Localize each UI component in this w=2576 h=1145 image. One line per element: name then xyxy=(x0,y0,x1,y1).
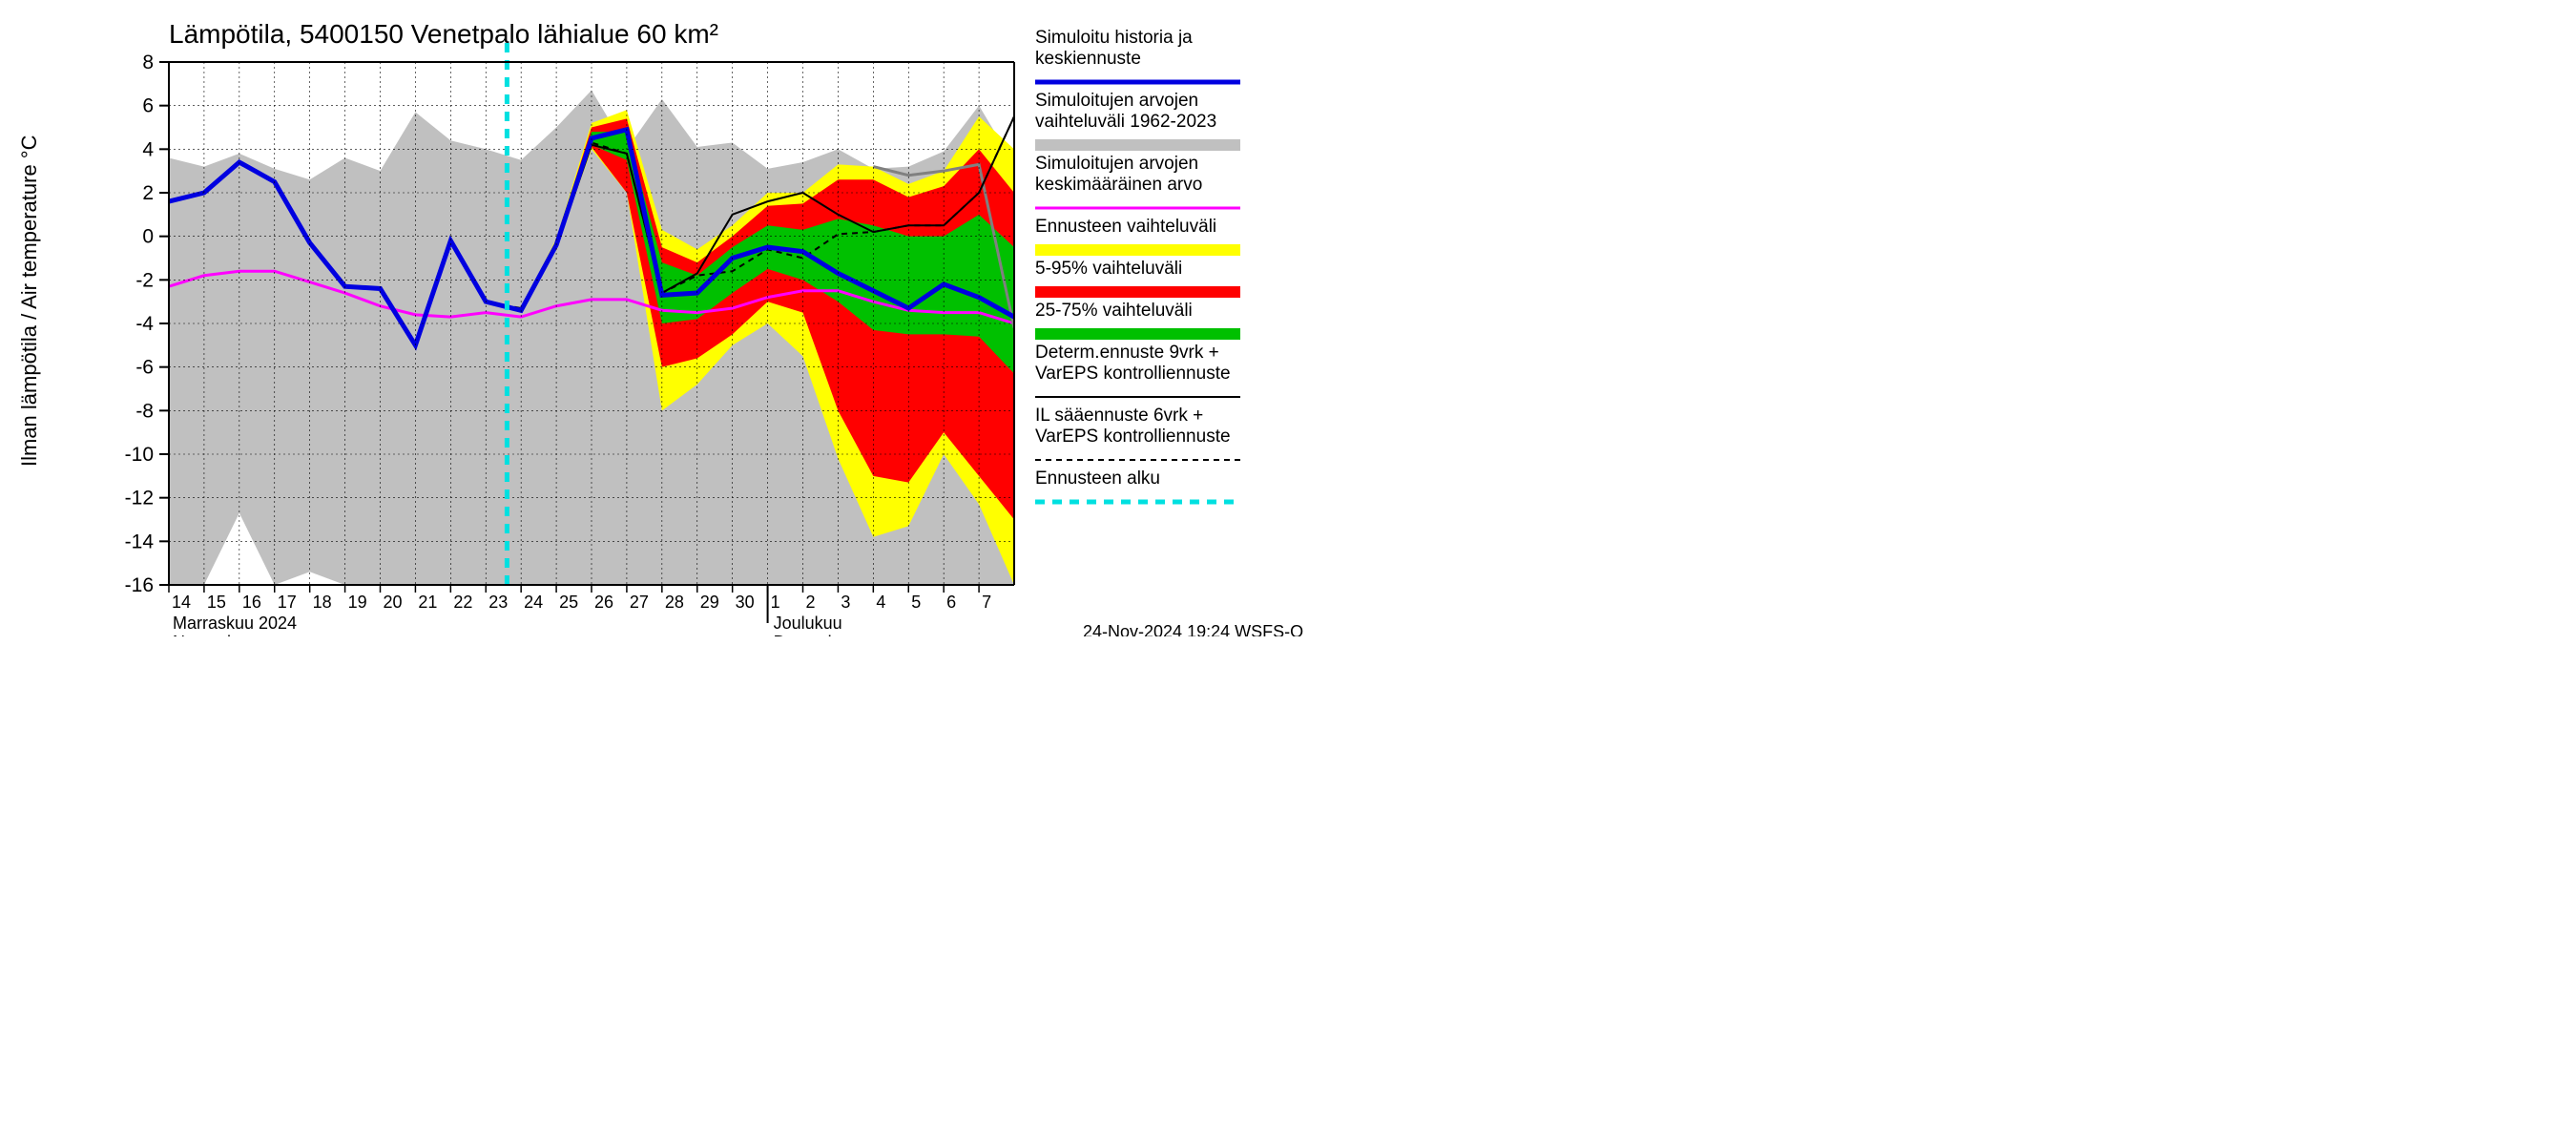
legend-label: keskimääräinen arvo xyxy=(1035,175,1202,195)
legend-swatch xyxy=(1035,244,1240,256)
x-tick-label: 29 xyxy=(700,593,719,612)
y-tick-label: 6 xyxy=(142,95,154,117)
legend-label: Simuloitujen arvojen xyxy=(1035,91,1198,111)
legend-label: VarEPS kontrolliennuste xyxy=(1035,427,1231,447)
legend-label: keskiennuste xyxy=(1035,49,1141,69)
x-tick-label: 16 xyxy=(242,593,261,612)
x-tick-label: 5 xyxy=(911,593,921,612)
x-tick-label: 14 xyxy=(172,593,191,612)
x-tick-label: 23 xyxy=(488,593,508,612)
y-tick-label: 0 xyxy=(142,226,154,248)
legend-label: Ennusteen vaihteluväli xyxy=(1035,217,1216,237)
legend: Simuloitu historia jakeskiennuste Simuloi… xyxy=(1035,28,1240,502)
y-tick-label: -14 xyxy=(125,531,155,552)
y-tick-label: -8 xyxy=(135,400,154,422)
x-tick-label: 25 xyxy=(559,593,578,612)
x-tick-label: 15 xyxy=(207,593,226,612)
legend-label: Simuloitu historia ja xyxy=(1035,28,1193,48)
y-tick-label: -10 xyxy=(125,444,154,466)
x-tick-label: 6 xyxy=(946,593,956,612)
legend-label: 5-95% vaihteluväli xyxy=(1035,259,1182,279)
legend-label: Ennusteen alku xyxy=(1035,468,1160,489)
y-tick-label: -16 xyxy=(125,574,154,596)
legend-label: vaihteluväli 1962-2023 xyxy=(1035,112,1216,132)
x-tick-label: 20 xyxy=(384,593,403,612)
x-tick-label: 18 xyxy=(313,593,332,612)
x-tick-label: 27 xyxy=(630,593,649,612)
month2-en: December xyxy=(774,633,853,636)
y-tick-label: 2 xyxy=(142,182,154,204)
x-tick-label: 30 xyxy=(736,593,755,612)
chart-title: Lämpötila, 5400150 Venetpalo lähialue 60… xyxy=(169,19,718,49)
y-tick-label: -4 xyxy=(135,313,154,335)
month1-en: November xyxy=(173,633,252,636)
y-axis-label: Ilman lämpötila / Air temperature °C xyxy=(17,135,41,467)
x-tick-label: 4 xyxy=(876,593,885,612)
temperature-chart: -16-14-12-10-8-6-4-202468141516171819202… xyxy=(0,0,1431,636)
x-tick-label: 1 xyxy=(771,593,780,612)
x-tick-label: 19 xyxy=(348,593,367,612)
legend-label: Simuloitujen arvojen xyxy=(1035,154,1198,174)
x-tick-label: 22 xyxy=(453,593,472,612)
legend-label: Determ.ennuste 9vrk + xyxy=(1035,343,1219,363)
legend-label: VarEPS kontrolliennuste xyxy=(1035,364,1231,384)
y-tick-label: -12 xyxy=(125,488,154,510)
month1-fi: Marraskuu 2024 xyxy=(173,614,297,633)
legend-swatch xyxy=(1035,328,1240,340)
y-tick-label: 8 xyxy=(142,52,154,73)
y-tick-label: 4 xyxy=(142,138,154,160)
x-tick-label: 2 xyxy=(806,593,816,612)
legend-label: IL sääennuste 6vrk + xyxy=(1035,406,1203,426)
legend-label: 25-75% vaihteluväli xyxy=(1035,301,1193,321)
x-tick-label: 17 xyxy=(278,593,297,612)
x-tick-label: 24 xyxy=(524,593,543,612)
x-tick-label: 26 xyxy=(594,593,613,612)
x-tick-label: 7 xyxy=(982,593,991,612)
legend-swatch xyxy=(1035,286,1240,298)
x-tick-label: 28 xyxy=(665,593,684,612)
footer-timestamp: 24-Nov-2024 19:24 WSFS-O xyxy=(1083,622,1303,636)
x-tick-label: 3 xyxy=(841,593,850,612)
month2-fi: Joulukuu xyxy=(774,614,842,633)
x-tick-label: 21 xyxy=(418,593,437,612)
y-tick-label: -2 xyxy=(135,269,154,291)
y-tick-label: -6 xyxy=(135,357,154,379)
legend-swatch xyxy=(1035,139,1240,151)
